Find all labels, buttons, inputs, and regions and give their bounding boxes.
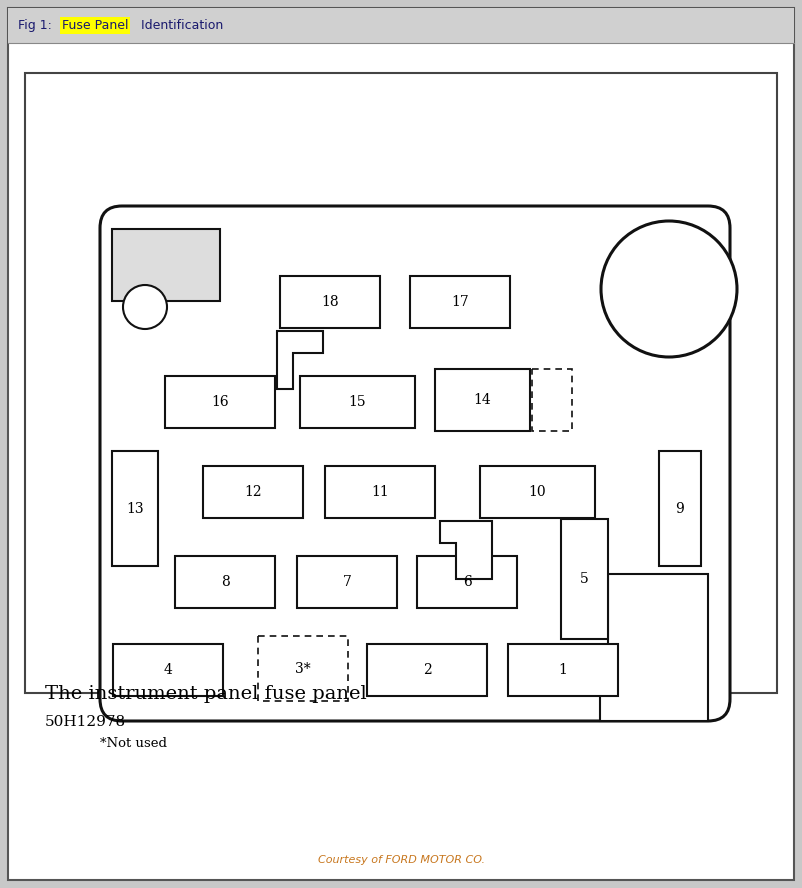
Bar <box>480 466 595 518</box>
Circle shape <box>661 643 705 687</box>
Bar <box>165 376 275 428</box>
Text: 3*: 3* <box>295 662 311 676</box>
Text: 9: 9 <box>675 502 684 516</box>
Text: 4: 4 <box>164 663 172 677</box>
Text: 2: 2 <box>423 663 431 677</box>
Text: Courtesy of FORD MOTOR CO.: Courtesy of FORD MOTOR CO. <box>318 855 484 865</box>
Text: 15: 15 <box>349 395 367 409</box>
Bar <box>112 451 158 566</box>
Text: 8: 8 <box>221 575 229 589</box>
Text: Fig 1:: Fig 1: <box>18 19 56 32</box>
Text: 13: 13 <box>126 502 144 516</box>
Bar <box>203 466 303 518</box>
Bar <box>175 556 275 608</box>
Text: *Not used: *Not used <box>100 737 167 750</box>
Text: 16: 16 <box>211 395 229 409</box>
Text: Identification: Identification <box>137 19 223 32</box>
Bar <box>532 369 572 431</box>
Text: 18: 18 <box>321 295 338 309</box>
Bar <box>417 556 517 608</box>
Text: 10: 10 <box>529 485 546 499</box>
Text: 6: 6 <box>463 575 472 589</box>
Bar <box>561 519 608 639</box>
Text: 12: 12 <box>244 485 261 499</box>
Bar <box>25 73 777 693</box>
Polygon shape <box>277 331 323 389</box>
Text: 50H12978: 50H12978 <box>45 715 126 729</box>
Polygon shape <box>440 521 492 579</box>
Bar <box>659 451 701 566</box>
Bar <box>258 636 348 701</box>
Text: Fuse Panel: Fuse Panel <box>62 19 128 32</box>
Text: 5: 5 <box>580 572 589 586</box>
Text: 14: 14 <box>474 393 492 407</box>
Bar <box>113 644 223 696</box>
Bar <box>280 276 380 328</box>
Text: 1: 1 <box>558 663 568 677</box>
Bar <box>112 229 220 301</box>
FancyBboxPatch shape <box>100 206 730 721</box>
Polygon shape <box>600 574 708 721</box>
Bar <box>300 376 415 428</box>
Bar <box>325 466 435 518</box>
Text: 17: 17 <box>451 295 469 309</box>
Bar <box>508 644 618 696</box>
Bar <box>367 644 487 696</box>
Circle shape <box>601 221 737 357</box>
Bar <box>297 556 397 608</box>
Text: 7: 7 <box>342 575 351 589</box>
Text: The instrument panel fuse panel: The instrument panel fuse panel <box>45 685 367 703</box>
Bar <box>8 8 794 43</box>
Circle shape <box>123 285 167 329</box>
Text: 11: 11 <box>371 485 389 499</box>
Bar <box>410 276 510 328</box>
Bar <box>435 369 530 431</box>
